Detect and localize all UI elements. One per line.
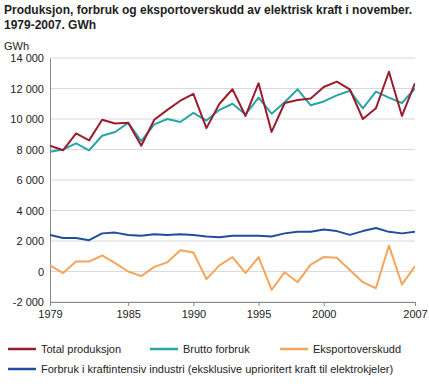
legend-swatch <box>150 348 178 351</box>
y-tick-label: 0 <box>38 266 44 278</box>
legend-swatch <box>8 368 36 371</box>
legend: Total produksjon Brutto forbruk Eksportove… <box>8 343 401 375</box>
y-tick-label: -2 000 <box>13 296 44 308</box>
y-tick: 2 000 <box>16 235 50 247</box>
grid <box>50 58 415 302</box>
title: Produksjon, forbruk og eksportoverskudd … <box>4 3 412 32</box>
y-tick: 10 000 <box>10 113 50 125</box>
chart: Produksjon, forbruk og eksportoverskudd … <box>0 0 429 391</box>
y-tick: 6 000 <box>16 174 50 186</box>
x-axis-line <box>51 303 416 307</box>
x-tick-mark <box>415 302 416 306</box>
x-tick: 1995 <box>247 302 271 320</box>
x-tick-label: 1985 <box>116 308 140 320</box>
legend-label: Forbruk i kraftintensiv industri (eksklu… <box>41 363 393 375</box>
legend-label: Total produksjon <box>41 343 121 355</box>
x-tick-mark <box>50 302 51 306</box>
plot: -2 000 0 2 000 4 000 6 000 8 000 10 000 12 000 1… <box>10 52 427 320</box>
x-tick-mark <box>128 302 129 306</box>
grid-line <box>50 271 415 272</box>
series-line <box>50 228 415 240</box>
x-tick-label: 1990 <box>182 308 206 320</box>
x-tick: 2007 <box>403 302 427 320</box>
legend-swatch <box>8 348 36 351</box>
grid-line <box>50 149 415 150</box>
y-tick-label: 2 000 <box>16 235 44 247</box>
y-tick-label: 12 000 <box>10 83 44 95</box>
grid-line <box>50 210 415 211</box>
y-tick-label: 10 000 <box>10 113 44 125</box>
x-tick: 2000 <box>312 302 336 320</box>
y-tick: 8 000 <box>16 144 50 156</box>
lines <box>50 72 415 290</box>
series-line <box>50 72 415 151</box>
x-tick-label: 1979 <box>38 308 62 320</box>
y-tick: -2 000 <box>13 296 50 308</box>
y-tick-label: 4 000 <box>16 205 44 217</box>
y-tick: 12 000 <box>10 83 50 95</box>
y-axis: -2 000 0 2 000 4 000 6 000 8 000 10 000 12 000 1… <box>10 52 50 308</box>
y-tick: 0 <box>38 266 50 278</box>
legend-label: Eksportoverskudd <box>313 343 401 355</box>
grid-line <box>50 180 415 181</box>
y-tick-label: 8 000 <box>16 144 44 156</box>
x-tick: 1979 <box>38 302 62 320</box>
x-axis: 1979 1985 1990 1995 2000 2007 <box>38 302 427 320</box>
x-tick: 1990 <box>182 302 206 320</box>
grid-line <box>50 58 415 59</box>
legend-label: Brutto forbruk <box>183 343 250 355</box>
y-tick: 14 000 <box>10 52 50 64</box>
legend-swatch <box>280 348 308 351</box>
grid-line <box>50 119 415 120</box>
x-tick: 1985 <box>116 302 140 320</box>
series-line <box>50 246 415 290</box>
x-tick-mark <box>324 302 325 306</box>
x-tick-mark <box>193 302 194 306</box>
y-tick-label: 6 000 <box>16 174 44 186</box>
x-tick-label: 2000 <box>312 308 336 320</box>
y-axis-title: GWh <box>4 40 29 52</box>
grid-line <box>50 241 415 242</box>
x-tick-mark <box>259 302 260 306</box>
y-tick: 4 000 <box>16 205 50 217</box>
x-tick-label: 2007 <box>403 308 427 320</box>
x-tick-label: 1995 <box>247 308 271 320</box>
y-tick-label: 14 000 <box>10 52 44 64</box>
